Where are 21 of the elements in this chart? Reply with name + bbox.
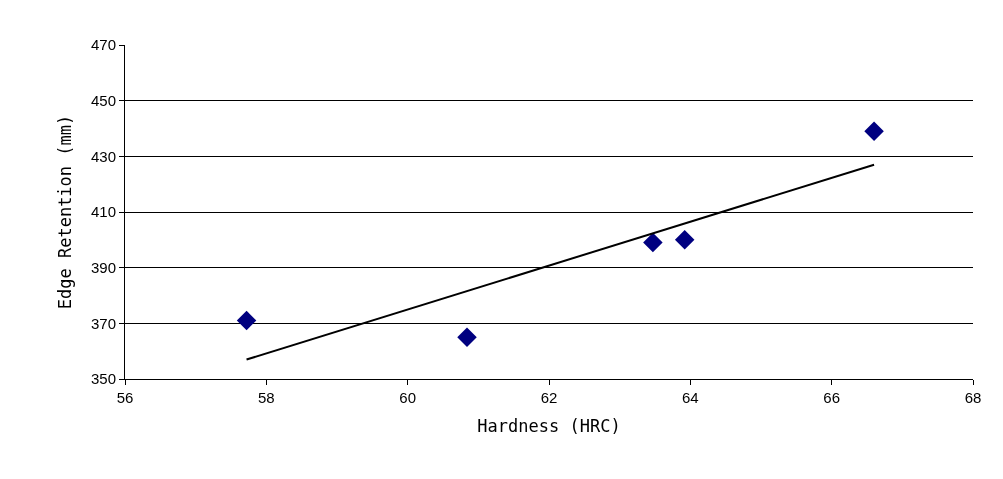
x-axis-title: Hardness (HRC) [477,416,621,437]
x-tick-label: 58 [257,389,275,406]
y-tick-label: 450 [90,91,116,109]
y-tick-label: 410 [90,203,116,221]
x-tick-label: 64 [681,389,699,406]
point [674,230,695,250]
x-tick-label: 60 [399,389,417,406]
x-tick-label: 62 [540,389,558,406]
x-tick-label: 66 [823,389,841,406]
y-tick-label: 350 [90,370,116,388]
point [236,310,257,331]
y-axis-title: Edge Retention (mm) [54,114,75,310]
y-tick-label: 430 [90,147,116,165]
y-tick-label: 470 [90,36,116,54]
point [643,232,663,253]
y-tick-label: 390 [90,258,116,276]
point [457,327,477,347]
point [864,121,884,142]
x-tick-label: 56 [116,389,134,406]
y-tick-label: 370 [90,314,116,332]
x-tick-label: 68 [964,389,982,406]
